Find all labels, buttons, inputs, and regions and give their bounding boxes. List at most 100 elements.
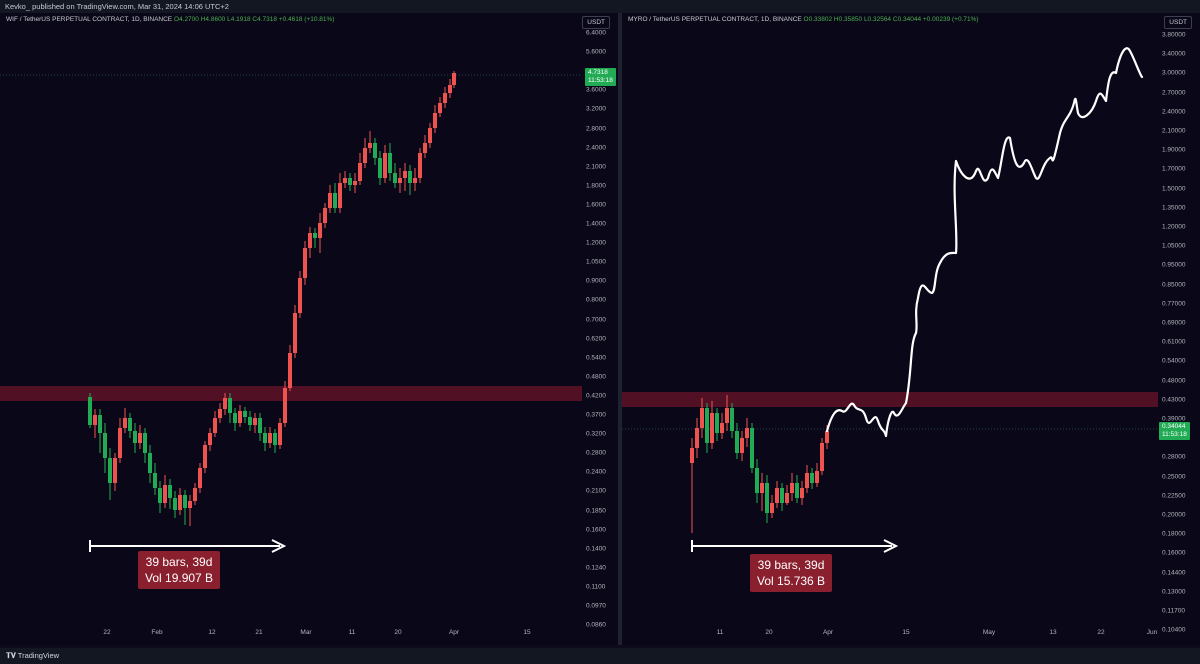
price-tick: 3.80000 <box>1162 31 1186 39</box>
myro-candle-body <box>760 483 764 493</box>
myro-last-price-label: 0.34044 11:53:18 <box>1159 422 1190 440</box>
pane-divider[interactable] <box>618 13 622 645</box>
wif-change: +0.4618 (+10.81%) <box>278 16 335 23</box>
price-tick: 0.10400 <box>1162 626 1186 634</box>
wif-candle-body <box>203 445 207 468</box>
myro-change: +0.00239 (+0.71%) <box>922 16 979 23</box>
myro-projection-path <box>825 47 1144 438</box>
price-tick: 0.0860 <box>586 621 606 629</box>
wif-open: O4.2700 <box>173 16 199 23</box>
price-tick: 0.9000 <box>586 277 606 285</box>
wif-candle-body <box>173 498 177 510</box>
price-tick: 1.4000 <box>586 220 606 228</box>
wif-candle-body <box>313 233 317 238</box>
myro-candle-body <box>725 408 729 423</box>
time-tick: Jun <box>1146 629 1158 636</box>
wif-candle-body <box>328 193 332 208</box>
price-tick: 0.5400 <box>586 354 606 362</box>
wif-candle-body <box>273 433 277 445</box>
price-tick: 0.1850 <box>586 507 606 514</box>
wif-resistance-zone <box>0 386 582 401</box>
price-tick: 1.35000 <box>1162 204 1186 212</box>
price-tick: 0.4200 <box>586 392 606 400</box>
wif-measure-box: 39 bars, 39d Vol 19.907 B <box>138 551 221 589</box>
wif-bars-text: 39 bars, 39d <box>145 555 213 569</box>
price-tick: 3.40000 <box>1162 50 1186 58</box>
wif-candle-body <box>258 418 262 433</box>
price-tick: 0.25000 <box>1162 473 1186 481</box>
wif-candle-body <box>168 485 172 498</box>
myro-legend: MYRO / TetherUS PERPETUAL CONTRACT, 1D, … <box>628 16 979 23</box>
price-tick: 0.43000 <box>1162 396 1186 404</box>
myro-candle-body <box>805 473 809 488</box>
time-tick: 20 <box>765 629 773 636</box>
chart-pane-wif[interactable]: WIF / TetherUS PERPETUAL CONTRACT, 1D, B… <box>0 13 618 645</box>
wif-candle-body <box>423 143 427 153</box>
wif-candle-body <box>318 223 322 238</box>
publisher-bar: Kevko_ published on TradingView.com, Mar… <box>0 0 1200 13</box>
price-tick: 0.1400 <box>586 545 606 553</box>
time-tick: 11 <box>348 629 356 636</box>
myro-chart-canvas[interactable] <box>622 13 1200 645</box>
wif-candle-body <box>408 171 412 183</box>
wif-candle-body <box>243 411 247 417</box>
wif-candle-body <box>333 193 337 208</box>
tv-mark-icon: 𝐓𝐕 <box>6 651 16 660</box>
wif-candle-body <box>143 433 147 453</box>
price-tick: 0.14400 <box>1162 569 1186 577</box>
time-tick: Feb <box>151 629 163 636</box>
wif-symbol: WIF / TetherUS PERPETUAL CONTRACT, 1D, B… <box>6 16 173 23</box>
myro-price-scale[interactable]: 3.80000 3.40000 3.00000 2.70000 2.40000 2.100… <box>1158 13 1200 634</box>
wif-candle-body <box>223 398 227 409</box>
time-tick: 15 <box>523 629 531 636</box>
myro-symbol: MYRO / TetherUS PERPETUAL CONTRACT, 1D, … <box>628 16 802 23</box>
wif-candle-body <box>433 113 437 128</box>
wif-candle-body <box>188 501 192 508</box>
wif-candle-body <box>98 415 102 433</box>
price-tick: 2.40000 <box>1162 108 1186 116</box>
wif-time-scale[interactable]: 22 Feb 12 21 Mar 11 20 Apr 15 <box>0 629 582 641</box>
wif-candle-body <box>393 173 397 183</box>
wif-candle-body <box>268 433 272 443</box>
chart-pane-myro[interactable]: MYRO / TetherUS PERPETUAL CONTRACT, 1D, … <box>622 13 1200 645</box>
myro-candle-body <box>715 413 719 433</box>
wif-candle-body <box>403 171 407 178</box>
price-tick: 1.90000 <box>1162 146 1186 154</box>
wif-price-scale[interactable]: 6.40005.60004.20003.60003.20002.80002.40… <box>582 13 618 629</box>
price-tick: 2.8000 <box>586 125 606 132</box>
wif-low: L4.1918 <box>227 16 251 23</box>
myro-candle-body <box>740 438 744 453</box>
wif-candle-body <box>353 181 357 185</box>
wif-candle-body <box>248 417 252 425</box>
wif-currency-button[interactable]: USDT <box>582 16 610 29</box>
price-tick: 0.1240 <box>586 564 606 572</box>
wif-candle-body <box>163 485 167 503</box>
wif-candle-body <box>428 128 432 143</box>
myro-candle-body <box>765 483 769 513</box>
wif-candle-body <box>133 431 137 443</box>
myro-candle-body <box>825 431 829 443</box>
wif-candle-body <box>343 178 347 183</box>
myro-measure-box: 39 bars, 39d Vol 15.736 B <box>750 554 833 592</box>
price-tick: 0.85000 <box>1162 281 1186 289</box>
myro-candle-body <box>780 488 784 503</box>
price-tick: 0.39000 <box>1162 415 1186 423</box>
myro-candle-body <box>790 483 794 493</box>
myro-countdown: 11:53:18 <box>1162 431 1187 438</box>
wif-candle-body <box>298 278 302 313</box>
time-tick: 21 <box>255 629 263 636</box>
wif-candle-body <box>383 153 387 178</box>
wif-candle-body <box>253 418 257 425</box>
myro-candle-body <box>810 473 814 483</box>
myro-time-scale[interactable]: 11 20 Apr 15 May 13 22 Jun <box>622 629 1158 641</box>
price-tick: 0.28000 <box>1162 453 1186 461</box>
tradingview-logo[interactable]: 𝐓𝐕 TradingView <box>6 648 59 664</box>
price-tick: 0.11700 <box>1162 607 1186 615</box>
time-tick: 22 <box>103 629 111 636</box>
myro-currency-button[interactable]: USDT <box>1164 16 1192 29</box>
price-tick: 2.4000 <box>586 144 606 152</box>
wif-chart-canvas[interactable] <box>0 13 618 645</box>
time-tick: 22 <box>1097 629 1105 636</box>
myro-candle-body <box>735 431 739 453</box>
price-tick: 2.70000 <box>1162 89 1186 97</box>
